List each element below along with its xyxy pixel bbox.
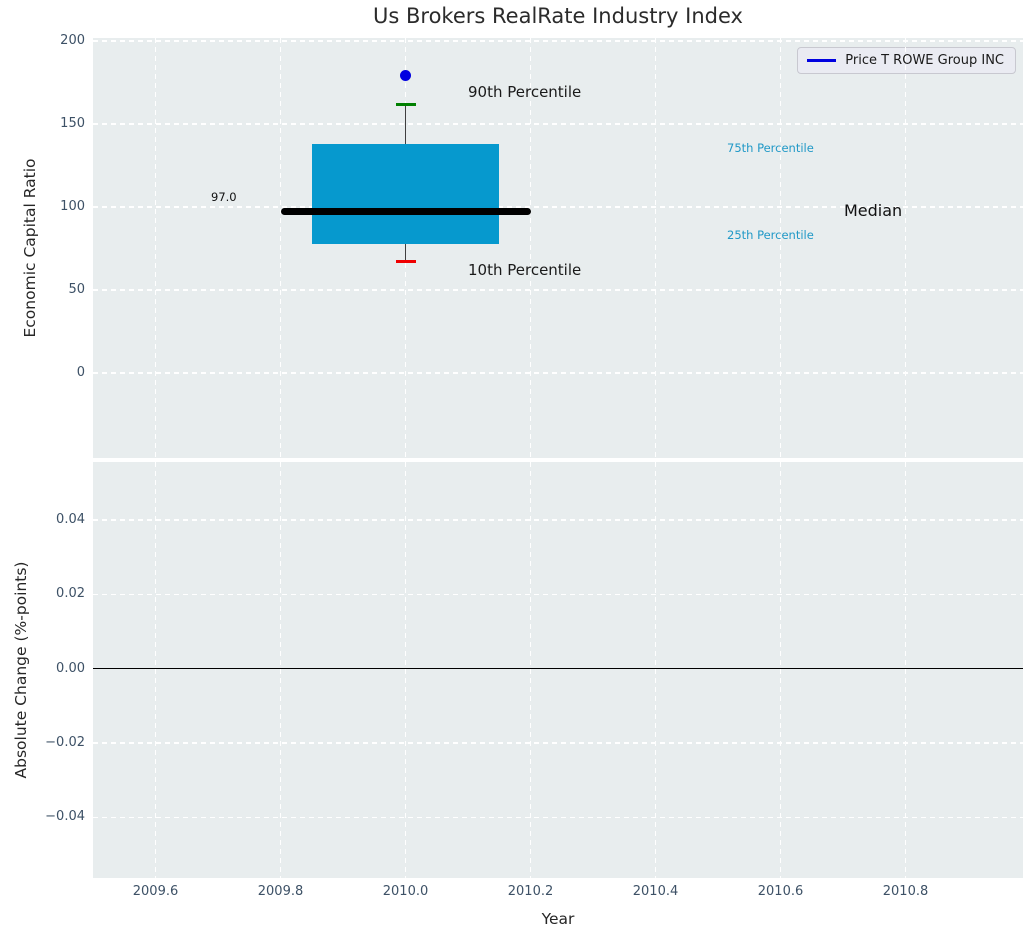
p10-cap [395, 260, 416, 264]
legend: Price T ROWE Group INC [797, 47, 1016, 74]
y-tick-label: 0.04 [56, 511, 85, 527]
x-axis-label: Year [541, 910, 575, 928]
y-gridline [93, 40, 1023, 42]
iqr-box [311, 143, 500, 244]
top-y-axis-label: Economic Capital Ratio [21, 158, 39, 338]
annotation-median-value: 97.0 [211, 190, 237, 204]
x-gridline [154, 38, 157, 458]
y-tick-label: −0.04 [45, 809, 85, 825]
y-gridline [93, 593, 1023, 596]
x-tick-label: 2009.8 [257, 884, 304, 899]
y-gridline [93, 742, 1023, 744]
y-tick-label: 50 [68, 282, 85, 297]
y-tick-label: −0.02 [45, 735, 85, 751]
x-gridline [904, 462, 907, 878]
top-axes-plot-area: Price T ROWE Group INC 90th Percentile 10… [93, 38, 1023, 458]
bottom-axes-plot-area [93, 462, 1023, 878]
y-tick-label: 0.00 [56, 660, 85, 676]
company-point [400, 70, 411, 82]
x-gridline [154, 462, 157, 878]
y-gridline [93, 123, 1023, 125]
y-tick-label: 150 [60, 115, 85, 131]
x-tick-label: 2010.6 [757, 884, 804, 899]
y-tick-label: 0 [76, 365, 85, 380]
x-gridline [779, 462, 782, 878]
annotation-median: Median [844, 201, 903, 220]
x-tick-label: 2010.8 [882, 884, 929, 899]
x-gridline [279, 38, 282, 458]
x-gridline [279, 462, 282, 878]
legend-label: Price T ROWE Group INC [845, 53, 1004, 68]
p90-cap [395, 102, 416, 106]
x-tick-label: 2010.0 [382, 884, 429, 899]
annotation-75th-percentile: 75th Percentile [727, 141, 814, 155]
zero-line [93, 667, 1023, 670]
x-gridline [654, 38, 657, 458]
y-gridline [93, 519, 1023, 521]
y-tick-label: 100 [60, 198, 85, 214]
x-gridline [529, 38, 532, 458]
x-gridline [779, 38, 782, 458]
x-gridline [404, 462, 407, 878]
y-tick-label: 0.02 [56, 586, 85, 602]
annotation-25th-percentile: 25th Percentile [727, 228, 814, 242]
median-line [280, 208, 531, 216]
x-gridline [654, 462, 657, 878]
legend-line-sample-icon [807, 59, 837, 62]
x-tick-label: 2010.4 [632, 884, 679, 899]
chart-title: Us Brokers RealRate Industry Index [373, 4, 743, 28]
y-gridline [93, 372, 1023, 374]
x-gridline [529, 462, 532, 878]
y-gridline [93, 206, 1023, 208]
y-gridline [93, 816, 1023, 819]
y-tick-label: 200 [60, 32, 85, 48]
annotation-10th-percentile: 10th Percentile [468, 261, 582, 279]
x-gridline [904, 38, 907, 458]
x-tick-label: 2010.2 [507, 884, 554, 899]
y-gridline [93, 289, 1023, 291]
x-tick-label: 2009.6 [132, 884, 179, 899]
annotation-90th-percentile: 90th Percentile [468, 83, 582, 101]
